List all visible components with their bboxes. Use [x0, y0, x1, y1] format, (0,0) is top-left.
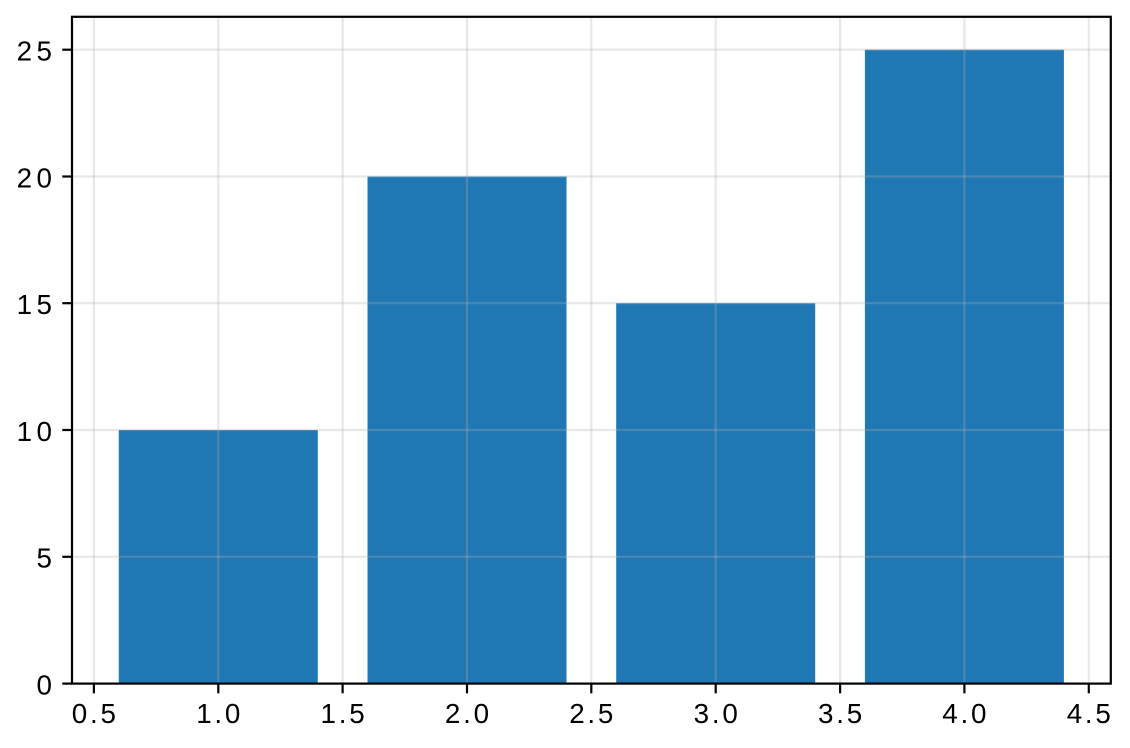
svg-text:2.0: 2.0 — [445, 698, 489, 729]
svg-text:1.0: 1.0 — [196, 698, 240, 729]
svg-text:4.0: 4.0 — [942, 698, 986, 729]
svg-text:2.5: 2.5 — [569, 698, 613, 729]
svg-text:0.5: 0.5 — [72, 698, 116, 729]
svg-text:3.5: 3.5 — [818, 698, 862, 729]
svg-text:1.5: 1.5 — [321, 698, 365, 729]
svg-text:3.0: 3.0 — [694, 698, 738, 729]
svg-text:4.5: 4.5 — [1067, 698, 1111, 729]
svg-text:0: 0 — [37, 670, 52, 701]
svg-text:5: 5 — [37, 543, 52, 574]
